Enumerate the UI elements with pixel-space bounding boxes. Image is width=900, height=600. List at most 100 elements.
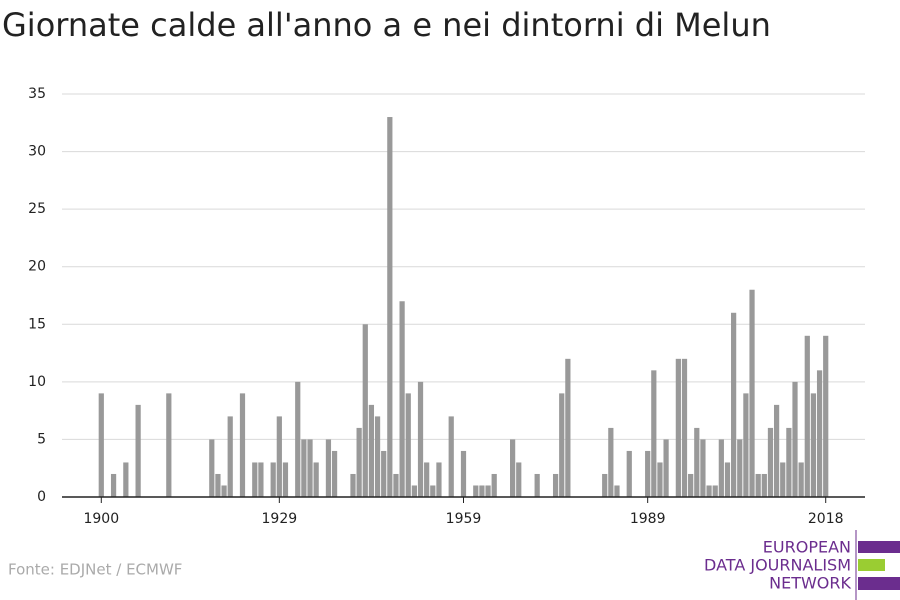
bar (626, 450, 632, 497)
x-tick-label: 1929 (262, 511, 298, 527)
bar (651, 370, 657, 497)
bar (417, 381, 424, 497)
bar (307, 439, 313, 497)
bar (448, 416, 454, 497)
bar (460, 450, 467, 497)
bar (368, 404, 375, 497)
bar (135, 404, 141, 497)
bar (823, 335, 829, 497)
bar (98, 393, 104, 497)
bar (405, 393, 411, 497)
bar (436, 462, 442, 497)
bar (516, 462, 522, 497)
bar (608, 427, 614, 497)
bar (282, 462, 289, 497)
bar (270, 462, 276, 497)
bar (792, 381, 798, 497)
bar (221, 485, 227, 497)
bar (786, 427, 792, 497)
bar (761, 473, 767, 497)
bar (430, 485, 436, 497)
bar (755, 473, 761, 497)
bar (602, 473, 608, 497)
bar (688, 473, 694, 497)
bar (810, 393, 817, 497)
bar (773, 404, 780, 497)
bar (657, 462, 663, 497)
bar (743, 393, 749, 497)
bar (381, 450, 387, 497)
bar (718, 439, 724, 497)
chart-title: Giornate calde all'anno a e nei dintorni… (2, 6, 771, 44)
bar (209, 439, 215, 497)
x-tick-label: 1900 (83, 511, 119, 527)
logo-text: NETWORK (769, 574, 851, 593)
bar (356, 427, 362, 497)
bar (749, 289, 755, 497)
y-tick-label: 0 (37, 489, 46, 505)
bar (816, 370, 823, 497)
bar (731, 312, 737, 497)
bar (313, 462, 319, 497)
bar (411, 485, 417, 497)
bar (331, 450, 338, 497)
bar (737, 439, 743, 497)
bar (479, 485, 485, 497)
bar (645, 450, 651, 497)
y-tick-label: 15 (28, 316, 46, 332)
bar (295, 381, 301, 497)
bar (362, 324, 368, 497)
bar (565, 358, 571, 497)
logo-bar (858, 559, 885, 571)
x-tick-label: 1959 (446, 511, 482, 527)
bar (387, 117, 393, 498)
bar (301, 439, 307, 497)
bar (215, 473, 221, 497)
logo-text: EUROPEAN (763, 538, 851, 557)
bar (798, 462, 804, 497)
bar (681, 358, 688, 497)
bar (675, 358, 681, 497)
bar (534, 473, 540, 497)
bar (276, 416, 282, 497)
y-tick-label: 10 (28, 374, 46, 390)
bar (473, 485, 479, 497)
bar (780, 462, 786, 497)
bar (393, 473, 399, 497)
bar (712, 485, 718, 497)
bar (552, 473, 559, 497)
bar (227, 416, 233, 497)
bar (110, 473, 117, 497)
bar (325, 439, 332, 497)
bar (694, 427, 700, 497)
y-tick-label: 5 (37, 431, 46, 447)
bar (724, 462, 731, 497)
bar (258, 462, 264, 497)
bar (350, 473, 356, 497)
bar (663, 439, 669, 497)
bar (252, 462, 258, 497)
bar (614, 485, 620, 497)
y-tick-label: 35 (28, 86, 46, 102)
bar (804, 335, 810, 497)
bar (559, 393, 565, 497)
bar (510, 439, 516, 497)
bar (166, 393, 172, 497)
logo-text: DATA JOURNALISM (704, 556, 851, 575)
x-tick-label: 1989 (630, 511, 666, 527)
y-tick-label: 30 (28, 144, 46, 160)
bar (123, 462, 129, 497)
logo-bar (858, 577, 900, 590)
source: Fonte: EDJNet / ECMWF (8, 561, 182, 579)
bar (491, 473, 497, 497)
bar (700, 439, 706, 497)
bar (706, 485, 712, 497)
y-tick-label: 20 (28, 259, 46, 275)
x-tick-label: 2018 (808, 511, 844, 527)
bar (767, 427, 774, 497)
bar (239, 393, 246, 497)
bar (374, 416, 381, 497)
bar (424, 462, 430, 497)
y-tick-label: 25 (28, 201, 46, 217)
